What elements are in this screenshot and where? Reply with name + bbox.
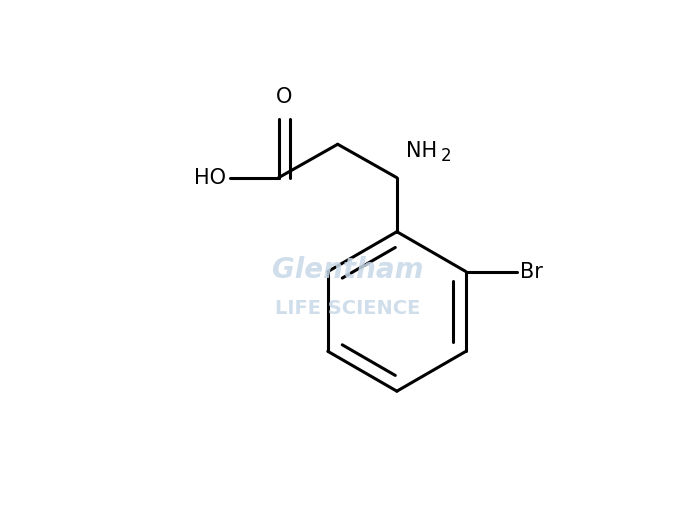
Text: NH: NH — [406, 141, 437, 161]
Text: Br: Br — [521, 262, 544, 281]
Text: 2: 2 — [441, 147, 452, 165]
Text: O: O — [276, 87, 292, 107]
Text: HO: HO — [193, 167, 226, 188]
Text: Glentham: Glentham — [272, 256, 424, 284]
Text: LIFE SCIENCE: LIFE SCIENCE — [276, 300, 420, 318]
